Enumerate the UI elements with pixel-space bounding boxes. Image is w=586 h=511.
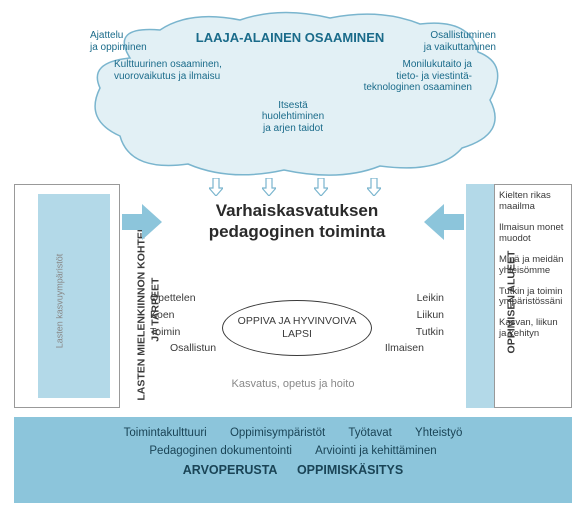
cloud-item-ml: Kulttuurinen osaaminen,vuorovaikutus ja …: [114, 59, 222, 94]
cloud-item-tl: Ajatteluja oppiminen: [90, 30, 170, 53]
right-item: Ilmaisun monet muodot: [499, 223, 567, 245]
verb: Ilmaisen: [385, 340, 444, 357]
footer-panel: Toimintakulttuuri Oppimisympäristöt Työt…: [14, 417, 572, 503]
cloud-item-tr: Osallistuminenja vaikuttaminen: [410, 30, 496, 53]
verb: Liikun: [385, 307, 444, 324]
verbs-right: Leikin Liikun Tutkin Ilmaisen: [385, 290, 444, 357]
left-panel: Lasten kasvuympäristöt LASTEN MIELENKIIN…: [14, 184, 120, 408]
right-item: Kielten rikas maailma: [499, 191, 567, 213]
footer-item: Yhteistyö: [415, 427, 462, 439]
right-outer-box: Kielten rikas maailma Ilmaisun monet muo…: [494, 184, 572, 408]
cloud-region: Ajatteluja oppiminen LAAJA-ALAINEN OSAAM…: [70, 8, 516, 176]
footer-item: Toimintakulttuuri: [124, 427, 207, 439]
right-item: Tutkin ja toimin ympäristössäni: [499, 287, 567, 309]
center-title-1: Varhaiskasvatuksen: [158, 200, 436, 221]
footer-item: Pedagoginen dokumentointi: [149, 445, 292, 457]
verbs-left: Opettelen Koen Toimin Osallistun: [150, 290, 216, 357]
left-outer-label: Lasten kasvuympäristöt: [54, 254, 64, 349]
cloud-item-bc: Itsestähuolehtiminenja arjen taidot: [262, 100, 324, 135]
footer-item: Työtavat: [348, 427, 391, 439]
right-inner-box: [466, 184, 494, 408]
arrows-down: [190, 178, 400, 196]
verb: Osallistun: [150, 340, 216, 357]
arrow-down-icon: [314, 178, 328, 196]
right-item: Kasvan, liikun ja kehityn: [499, 318, 567, 340]
left-inner-box: [38, 194, 110, 398]
bottom-label: Kasvatus, opetus ja hoito: [0, 378, 586, 390]
arrow-down-icon: [209, 178, 223, 196]
cloud-content: Ajatteluja oppiminen LAAJA-ALAINEN OSAAM…: [90, 30, 496, 140]
center-region: Varhaiskasvatuksen pedagoginen toiminta: [158, 200, 436, 243]
footer-item: Oppimisympäristöt: [230, 427, 325, 439]
footer-item: ARVOPERUSTA: [183, 463, 278, 477]
verb: Opettelen: [150, 290, 216, 307]
footer-item: OPPIMISKÄSITYS: [297, 463, 403, 477]
footer-item: Arviointi ja kehittäminen: [315, 445, 436, 457]
footer-row-2: Pedagoginen dokumentointi Arviointi ja k…: [26, 445, 560, 457]
verb: Toimin: [150, 324, 216, 341]
verb: Koen: [150, 307, 216, 324]
cloud-title: LAAJA-ALAINEN OSAAMINEN: [196, 30, 385, 45]
footer-row-1: Toimintakulttuuri Oppimisympäristöt Työt…: [26, 427, 560, 439]
arrow-right-icon: [122, 204, 162, 240]
right-item: Minä ja meidän yhteisömme: [499, 255, 567, 277]
center-oval: OPPIVA JA HYVINVOIVALAPSI: [222, 300, 372, 356]
verb: Leikin: [385, 290, 444, 307]
arrow-down-icon: [367, 178, 381, 196]
verb: Tutkin: [385, 324, 444, 341]
arrow-down-icon: [262, 178, 276, 196]
center-title-2: pedagoginen toiminta: [158, 221, 436, 242]
cloud-item-mr: Monilukutaito jatieto- ja viestintä-tekn…: [364, 59, 472, 94]
oval-text: OPPIVA JA HYVINVOIVALAPSI: [238, 315, 357, 341]
footer-row-3: ARVOPERUSTA OPPIMISKÄSITYS: [26, 463, 560, 477]
right-panel: OPPIMISEN ALUEET Kielten rikas maailma I…: [466, 184, 572, 408]
